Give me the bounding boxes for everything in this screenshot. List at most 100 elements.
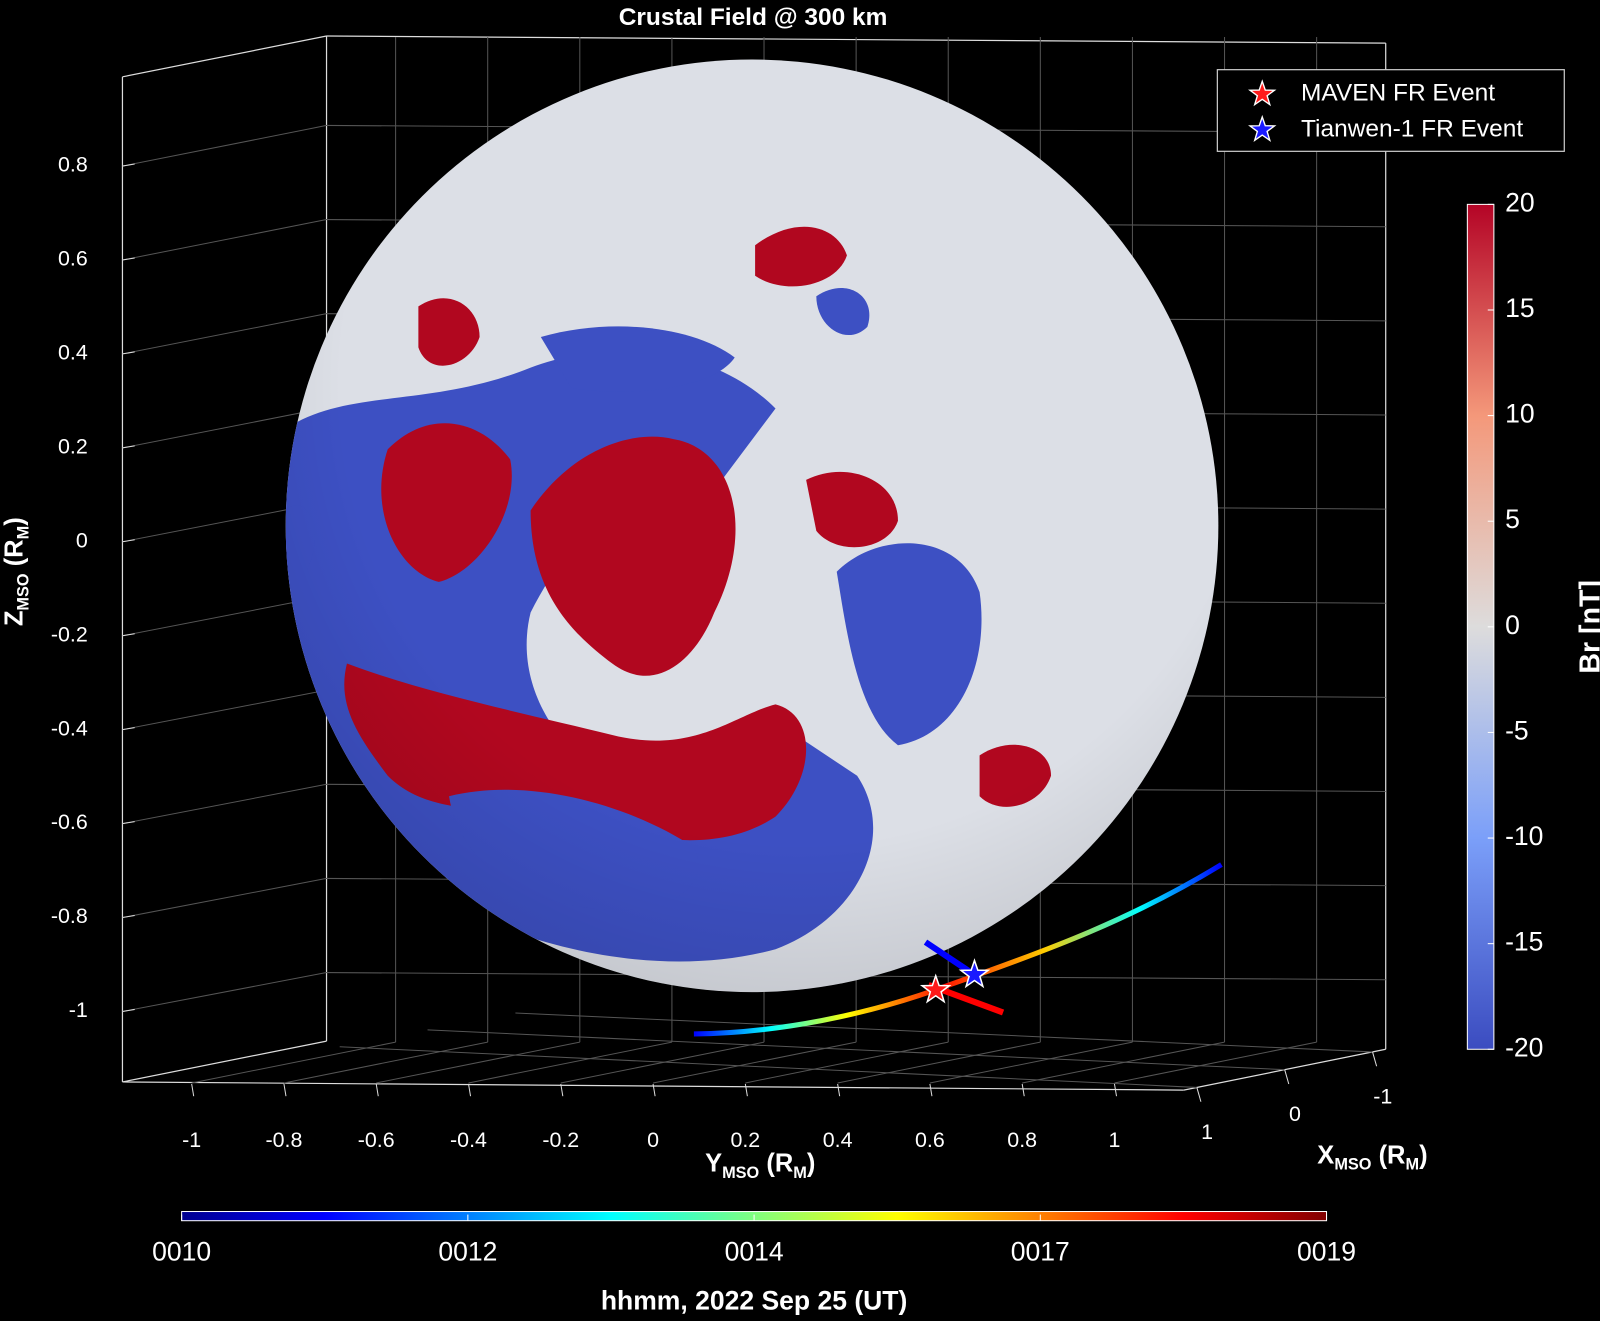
y-axis-label: YMSO (RM) bbox=[705, 1150, 815, 1182]
time-colorbar-tick-label: 0017 bbox=[1011, 1236, 1070, 1266]
legend-label: Tianwen-1 FR Event bbox=[1301, 115, 1523, 142]
y-tick bbox=[744, 1083, 748, 1097]
colorbar-tick-label: 20 bbox=[1505, 187, 1535, 217]
z-tick bbox=[122, 633, 135, 637]
legend bbox=[1216, 69, 1565, 152]
x-axis-label: XMSO (RM) bbox=[1317, 1142, 1427, 1174]
br-colorbar: Br [nT] bbox=[1466, 203, 1600, 1050]
z-tick bbox=[122, 821, 135, 825]
z-tick-label: 0.2 bbox=[58, 435, 88, 459]
y-tick bbox=[837, 1083, 841, 1097]
z-tick bbox=[122, 727, 135, 731]
grid-line bbox=[122, 313, 327, 355]
x-tick-label: -1 bbox=[1373, 1085, 1392, 1109]
trajectory bbox=[693, 862, 1223, 1037]
z-tick bbox=[122, 257, 135, 261]
time-colorbar-tick-label: 0019 bbox=[1297, 1236, 1356, 1266]
chart-title: Crustal Field @ 300 km bbox=[619, 4, 888, 31]
y-tick bbox=[560, 1083, 564, 1097]
grid-line bbox=[427, 1029, 1285, 1071]
grid-line bbox=[515, 1012, 1373, 1053]
colorbar-tick-label: -15 bbox=[1505, 927, 1543, 957]
x-tick bbox=[1284, 1069, 1290, 1085]
z-tick bbox=[122, 163, 135, 167]
tianwen-event-marker bbox=[958, 958, 991, 989]
grid-line bbox=[122, 407, 327, 449]
y-tick bbox=[929, 1083, 933, 1097]
grid-line bbox=[1114, 1041, 1317, 1084]
z-tick-label: -0.6 bbox=[51, 810, 88, 834]
sphere bbox=[285, 59, 1219, 993]
colorbar-tick-label: 15 bbox=[1505, 293, 1535, 323]
colorbar-tick-label: -5 bbox=[1505, 715, 1529, 745]
y-tick-label: 0.8 bbox=[1007, 1128, 1037, 1152]
grid-line bbox=[837, 1041, 1041, 1084]
z-tick-label: 0.6 bbox=[58, 247, 88, 271]
time-colorbar-tick-label: 0010 bbox=[152, 1236, 211, 1266]
legend-marker bbox=[1248, 114, 1277, 142]
grid-line bbox=[376, 1041, 580, 1084]
grid-line bbox=[122, 219, 327, 261]
y-tick bbox=[1113, 1083, 1118, 1097]
x-tick-label: 1 bbox=[1201, 1120, 1213, 1144]
y-tick-label: -1 bbox=[182, 1128, 201, 1152]
z-tick-label: 0.8 bbox=[58, 153, 88, 177]
colorbar-tick-label: -20 bbox=[1505, 1032, 1543, 1062]
z-tick bbox=[122, 1008, 135, 1012]
grid-line bbox=[283, 1041, 488, 1084]
x-tick bbox=[1196, 1087, 1202, 1102]
y-tick-label: 0 bbox=[647, 1128, 659, 1152]
grid-line bbox=[339, 1046, 1197, 1088]
y-tick-label: 0.6 bbox=[915, 1128, 945, 1152]
z-tick-label: 0 bbox=[76, 528, 88, 552]
maven-event-marker bbox=[919, 973, 952, 1004]
z-tick-label: -0.4 bbox=[51, 716, 88, 740]
y-tick-label: -0.6 bbox=[358, 1128, 395, 1152]
y-tick bbox=[652, 1083, 656, 1097]
axis-labels: ZMSO (RM) YMSO (RM) XMSO (RM) bbox=[0, 517, 1427, 1182]
grid-line bbox=[468, 1041, 673, 1084]
y-tick bbox=[191, 1083, 195, 1097]
y-tick-label: -0.2 bbox=[542, 1128, 579, 1152]
colorbar-label: Br [nT] bbox=[1574, 580, 1600, 674]
y-tick-label: -0.4 bbox=[450, 1128, 487, 1152]
colorbar-tick-label: -10 bbox=[1505, 821, 1543, 851]
z-tick-label: 0.4 bbox=[58, 341, 88, 365]
grid-line bbox=[122, 124, 327, 167]
time-colorbar-tick-label: 0012 bbox=[438, 1236, 497, 1266]
y-tick bbox=[467, 1083, 472, 1097]
x-tick-label: 0 bbox=[1289, 1102, 1301, 1126]
colorbar-tick-label: 5 bbox=[1505, 504, 1520, 534]
z-tick bbox=[122, 351, 135, 355]
x-tick bbox=[1372, 1051, 1378, 1067]
y-tick-label: 1 bbox=[1109, 1128, 1121, 1152]
grid-line bbox=[122, 877, 327, 919]
y-tick bbox=[1021, 1083, 1025, 1097]
time-colorbar-label: hhmm, 2022 Sep 25 (UT) bbox=[601, 1285, 907, 1315]
time-colorbar-tick-label: 0014 bbox=[725, 1236, 784, 1266]
z-tick bbox=[122, 914, 135, 919]
colorbar-tick-label: 0 bbox=[1505, 610, 1520, 640]
z-tick-label: -0.8 bbox=[51, 904, 88, 928]
grid-line bbox=[929, 1041, 1133, 1084]
grid-line bbox=[122, 972, 327, 1012]
legend-label: MAVEN FR Event bbox=[1301, 80, 1495, 107]
z-tick-label: -0.2 bbox=[51, 622, 88, 646]
grid-line bbox=[191, 1041, 396, 1084]
z-tick-label: -1 bbox=[69, 998, 88, 1022]
y-tick bbox=[283, 1083, 287, 1097]
y-tick-label: 0.4 bbox=[823, 1128, 853, 1152]
grid-line bbox=[122, 689, 327, 731]
y-tick-label: -0.8 bbox=[265, 1128, 302, 1152]
legend-marker bbox=[1248, 79, 1277, 107]
z-tick bbox=[122, 539, 135, 543]
grid-line bbox=[652, 1041, 857, 1084]
grid-line bbox=[745, 1041, 949, 1084]
colorbar-tick-label: 10 bbox=[1505, 399, 1535, 429]
y-tick bbox=[375, 1083, 379, 1097]
z-tick bbox=[122, 445, 135, 449]
grid-line bbox=[122, 783, 327, 825]
y-tick-label: 0.2 bbox=[730, 1128, 760, 1152]
